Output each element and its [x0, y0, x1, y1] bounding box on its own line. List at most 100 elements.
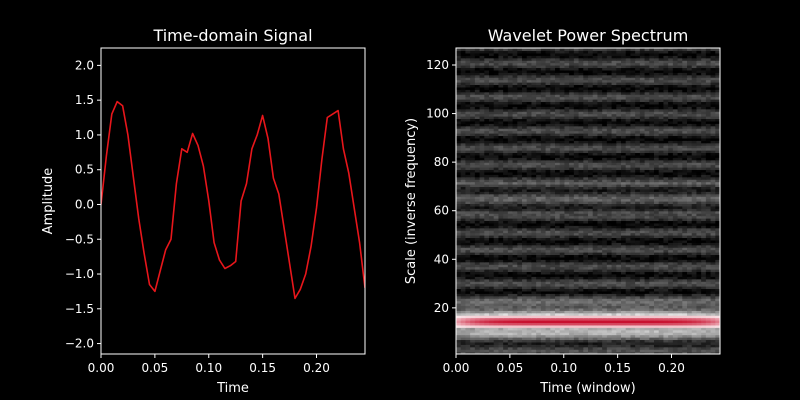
heatmap-cell: [611, 210, 617, 214]
left-y-ticks: −2.0−1.5−1.0−0.50.00.51.01.52.0: [65, 58, 101, 351]
heatmap-cell: [592, 157, 599, 161]
heatmap-cell: [682, 293, 688, 297]
heatmap-cell: [639, 329, 646, 333]
heatmap-cell: [672, 259, 679, 263]
heatmap-cell: [474, 239, 481, 243]
heatmap-cell: [715, 230, 720, 234]
heatmap-cell: [682, 205, 688, 209]
heatmap-cell: [635, 271, 641, 275]
right-chart-title: Wavelet Power Spectrum: [488, 26, 689, 45]
heatmap-cell: [654, 271, 660, 275]
heatmap-cell: [470, 152, 476, 156]
heatmap-cell: [526, 300, 533, 304]
heatmap-cell: [625, 290, 632, 294]
heatmap-cell: [550, 167, 556, 171]
heatmap-cell: [503, 324, 509, 328]
heatmap-cell: [512, 142, 518, 146]
heatmap-cell: [658, 256, 665, 260]
heatmap-cell: [639, 239, 646, 243]
heatmap-cell: [677, 271, 683, 275]
heatmap-cell: [597, 196, 603, 200]
heatmap-cell: [555, 273, 561, 277]
heatmap-cell: [663, 213, 669, 217]
heatmap-cell: [710, 157, 716, 161]
heatmap-cell: [470, 339, 476, 343]
heatmap-cell: [635, 171, 641, 175]
heatmap-cell: [649, 164, 655, 168]
heatmap-cell: [507, 150, 514, 154]
heatmap-cell: [668, 225, 674, 229]
heatmap-cell: [710, 244, 716, 248]
heatmap-cell: [668, 298, 674, 302]
heatmap-cell: [682, 164, 688, 168]
heatmap-cell: [474, 142, 481, 146]
heatmap-cell: [658, 186, 665, 190]
heatmap-cell: [507, 235, 514, 239]
heatmap-cell: [526, 281, 533, 285]
heatmap-cell: [611, 337, 617, 341]
heatmap-cell: [522, 281, 528, 285]
heatmap-cell: [658, 154, 665, 158]
heatmap-cell: [635, 307, 641, 311]
heatmap-cell: [493, 332, 500, 336]
heatmap-cell: [710, 171, 716, 175]
heatmap-cell: [616, 193, 622, 197]
heatmap-cell: [677, 188, 683, 192]
heatmap-cell: [668, 276, 674, 280]
heatmap-cell: [592, 295, 599, 299]
heatmap-cell: [644, 332, 650, 336]
heatmap-cell: [630, 288, 636, 292]
heatmap-cell: [630, 327, 636, 331]
heatmap-cell: [663, 278, 669, 282]
heatmap-cell: [536, 254, 542, 258]
heatmap-cell: [606, 140, 613, 144]
heatmap-cell: [474, 249, 481, 253]
heatmap-cell: [498, 191, 504, 195]
heatmap-cell: [536, 317, 542, 321]
heatmap-cell: [611, 283, 617, 287]
heatmap-cell: [644, 140, 650, 144]
heatmap-cell: [677, 324, 683, 328]
heatmap-cell: [503, 249, 509, 253]
heatmap-cell: [536, 142, 542, 146]
heatmap-cell: [517, 198, 523, 202]
heatmap-cell: [517, 327, 523, 331]
heatmap-cell: [456, 305, 462, 309]
heatmap-cell: [465, 222, 471, 226]
heatmap-cell: [531, 203, 537, 207]
heatmap-cell: [479, 237, 485, 241]
heatmap-cell: [569, 196, 575, 200]
heatmap-cell: [606, 264, 613, 268]
heatmap-cell: [677, 169, 683, 173]
heatmap-cell: [677, 218, 683, 222]
heatmap-cell: [474, 176, 481, 180]
heatmap-cell: [503, 273, 509, 277]
heatmap-cell: [625, 317, 632, 321]
heatmap-cell: [474, 230, 481, 234]
heatmap-cell: [559, 169, 566, 173]
heatmap-cell: [559, 196, 566, 200]
heatmap-cell: [616, 322, 622, 326]
heatmap-cell: [654, 220, 660, 224]
heatmap-cell: [470, 188, 476, 192]
heatmap-cell: [625, 252, 632, 256]
heatmap-cell: [654, 303, 660, 307]
heatmap-cell: [526, 152, 533, 156]
heatmap-cell: [644, 152, 650, 156]
heatmap-cell: [578, 213, 584, 217]
heatmap-cell: [503, 184, 509, 188]
heatmap-cell: [470, 329, 476, 333]
heatmap-cell: [705, 203, 712, 207]
heatmap-cell: [526, 213, 533, 217]
heatmap-cell: [597, 174, 603, 178]
heatmap-cell: [710, 286, 716, 290]
heatmap-cell: [668, 142, 674, 146]
heatmap-cell: [715, 339, 720, 343]
heatmap-cell: [691, 205, 698, 209]
heatmap-cell: [517, 227, 523, 231]
heatmap-cell: [687, 215, 693, 219]
heatmap-cell: [597, 205, 603, 209]
heatmap-cell: [460, 215, 467, 219]
heatmap-cell: [677, 264, 683, 268]
heatmap-cell: [611, 222, 617, 226]
